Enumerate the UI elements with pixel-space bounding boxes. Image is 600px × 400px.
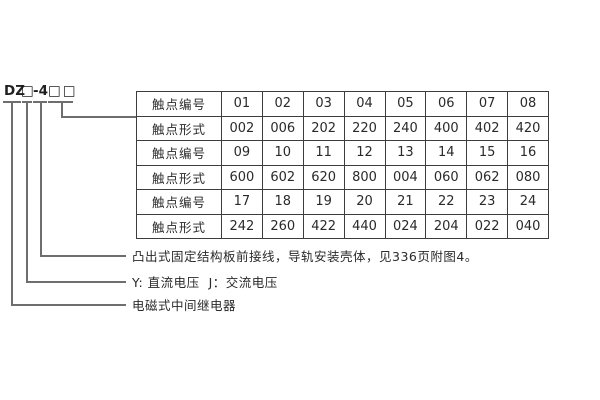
contact-table: 触点编号 01 02 03 04 05 06 07 08 触点形式 002 006 202 220 240 4… xyxy=(136,91,549,239)
leader-line-horizontal xyxy=(40,255,126,257)
table-cell: 440 xyxy=(343,213,386,239)
table-cell: 10 xyxy=(261,140,304,166)
contact-table-body: 触点编号 01 02 03 04 05 06 07 08 触点形式 002 006 202 220 240 4… xyxy=(136,91,549,239)
table-cell: 800 xyxy=(343,164,386,190)
row-label: 触点形式 xyxy=(136,213,222,239)
annotation-structure: 凸出式固定结构板前接线，导轨安装壳体，见336页附图4。 xyxy=(132,249,478,264)
leader-line-vertical xyxy=(11,103,13,306)
model-part-contact-code: □□ xyxy=(48,83,78,99)
table-cell: 400 xyxy=(425,115,468,141)
table-cell: 02 xyxy=(261,91,304,117)
table-cell: 07 xyxy=(466,91,509,117)
table-cell: 022 xyxy=(466,213,509,239)
annotation-voltage-type: Y: 直流电压 J：交流电压 xyxy=(132,275,278,290)
model-part-structure: -4 xyxy=(33,83,48,99)
table-cell: 18 xyxy=(261,189,304,215)
table-cell: 23 xyxy=(466,189,509,215)
leader-line-horizontal xyxy=(26,281,126,283)
row-label: 触点编号 xyxy=(136,140,222,166)
table-cell: 20 xyxy=(343,189,386,215)
leader-line-horizontal xyxy=(11,304,126,306)
table-cell: 21 xyxy=(384,189,427,215)
table-cell: 04 xyxy=(343,91,386,117)
table-row: 触点形式 002 006 202 220 240 400 402 420 xyxy=(136,115,549,141)
table-cell: 05 xyxy=(384,91,427,117)
row-label: 触点编号 xyxy=(136,189,222,215)
table-cell: 03 xyxy=(302,91,345,117)
table-row: 触点形式 242 260 422 440 024 204 022 040 xyxy=(136,213,549,239)
model-underline xyxy=(48,101,73,103)
table-cell: 09 xyxy=(221,140,263,166)
table-cell: 24 xyxy=(507,189,549,215)
table-cell: 204 xyxy=(425,213,468,239)
table-cell: 004 xyxy=(384,164,427,190)
table-cell: 01 xyxy=(221,91,263,117)
annotation-relay-type: 电磁式中间继电器 xyxy=(132,298,237,313)
leader-line-vertical xyxy=(40,103,42,257)
table-cell: 11 xyxy=(302,140,345,166)
model-underline xyxy=(3,101,21,103)
table-cell: 260 xyxy=(261,213,304,239)
table-cell: 15 xyxy=(466,140,509,166)
table-cell: 062 xyxy=(466,164,509,190)
table-cell: 002 xyxy=(221,115,263,141)
leader-line-vertical xyxy=(61,103,63,118)
table-cell: 08 xyxy=(507,91,549,117)
table-row: 触点编号 01 02 03 04 05 06 07 08 xyxy=(136,91,549,117)
leader-line-to-table xyxy=(61,116,136,118)
table-cell: 620 xyxy=(302,164,345,190)
table-cell: 202 xyxy=(302,115,345,141)
table-cell: 602 xyxy=(261,164,304,190)
table-cell: 14 xyxy=(425,140,468,166)
table-cell: 422 xyxy=(302,213,345,239)
table-cell: 19 xyxy=(302,189,345,215)
table-cell: 402 xyxy=(466,115,509,141)
table-cell: 22 xyxy=(425,189,468,215)
table-row: 触点形式 600 602 620 800 004 060 062 080 xyxy=(136,164,549,190)
table-cell: 240 xyxy=(384,115,427,141)
table-cell: 12 xyxy=(343,140,386,166)
table-cell: 420 xyxy=(507,115,549,141)
table-cell: 600 xyxy=(221,164,263,190)
table-cell: 006 xyxy=(261,115,304,141)
row-label: 触点形式 xyxy=(136,115,222,141)
table-cell: 024 xyxy=(384,213,427,239)
row-label: 触点编号 xyxy=(136,91,222,117)
table-row: 触点编号 09 10 11 12 13 14 15 16 xyxy=(136,140,549,166)
table-cell: 16 xyxy=(507,140,549,166)
table-cell: 040 xyxy=(507,213,549,239)
model-underline xyxy=(33,101,47,103)
table-row: 触点编号 17 18 19 20 21 22 23 24 xyxy=(136,189,549,215)
model-part-series: DZ xyxy=(4,83,25,99)
table-cell: 17 xyxy=(221,189,263,215)
row-label: 触点形式 xyxy=(136,164,222,190)
table-cell: 220 xyxy=(343,115,386,141)
model-part-voltage-type: □ xyxy=(21,83,35,99)
table-cell: 060 xyxy=(425,164,468,190)
table-cell: 242 xyxy=(221,213,263,239)
model-underline xyxy=(22,101,32,103)
leader-line-vertical xyxy=(26,103,28,283)
table-cell: 06 xyxy=(425,91,468,117)
table-cell: 13 xyxy=(384,140,427,166)
table-cell: 080 xyxy=(507,164,549,190)
